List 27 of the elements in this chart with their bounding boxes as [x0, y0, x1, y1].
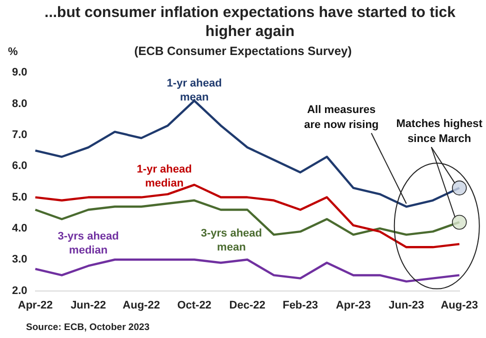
series-label: 3-yrs ahead median — [58, 230, 119, 256]
chart-subtitle: (ECB Consumer Expectations Survey) — [134, 44, 352, 58]
y-tick-label: 7.0 — [12, 128, 28, 141]
x-tick-label: Oct-22 — [177, 299, 212, 312]
x-tick-label: Jun-22 — [70, 299, 106, 312]
x-tick-label: Apr-23 — [336, 299, 371, 312]
y-tick-label: 2.0 — [12, 284, 28, 297]
y-tick-label: 6.0 — [12, 160, 28, 172]
series-label: 3-yrs ahead mean — [200, 227, 262, 254]
series-label: 1-yr ahead median — [136, 163, 192, 190]
x-tick-label: Aug-23 — [440, 299, 478, 312]
chart-title: ...but consumer inflation expectations have started to tick higher again — [44, 3, 456, 41]
x-tick-label: Jun-23 — [388, 299, 424, 312]
source-note: Source: ECB, October 2023 — [26, 322, 150, 333]
x-tick-label: Aug-22 — [122, 299, 160, 312]
y-axis-title: % — [8, 46, 18, 58]
x-tick-label: Apr-22 — [18, 299, 53, 312]
annotation: All measures are now rising — [304, 104, 379, 132]
series-label: 1-yr ahead mean — [166, 78, 222, 104]
x-tick-label: Dec-22 — [229, 299, 266, 312]
annotation: Matches highest since March — [396, 118, 483, 146]
y-tick-label: 4.0 — [12, 222, 28, 234]
y-tick-label: 8.0 — [12, 98, 28, 110]
y-tick-label: 3.0 — [12, 254, 28, 266]
x-tick-label: Feb-23 — [282, 299, 318, 312]
y-tick-label: 5.0 — [12, 191, 28, 204]
y-tick-label: 9.0 — [12, 66, 28, 79]
